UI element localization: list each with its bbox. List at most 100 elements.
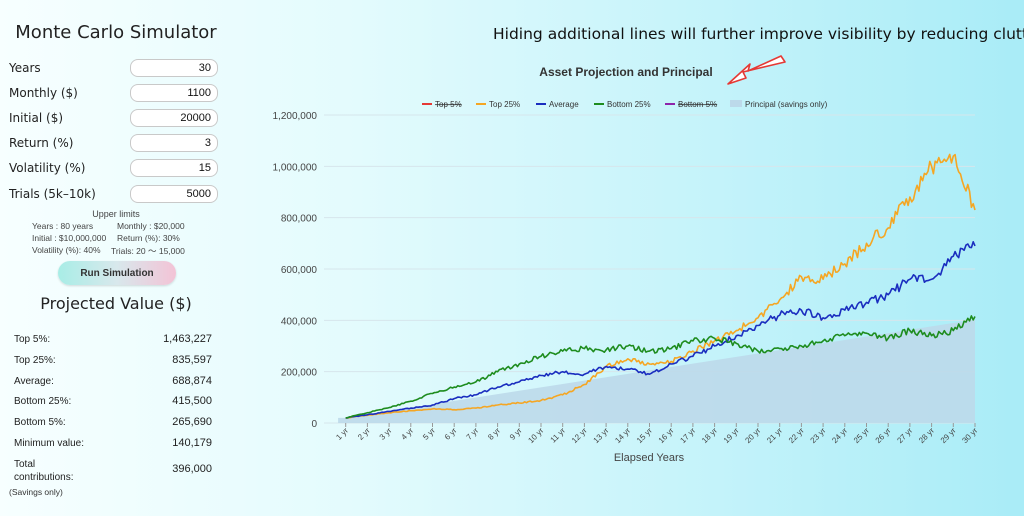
y-tick-label: 400,000 [281, 316, 318, 327]
x-tick-label: 30 yr [960, 426, 979, 445]
monthly-input[interactable] [130, 84, 218, 102]
x-tick-label: 8 yr [486, 426, 502, 442]
limit-years: Years : 80 years [32, 221, 94, 231]
return-label: Return (%) [9, 136, 74, 150]
volatility-label: Volatility (%) [9, 161, 86, 175]
x-tick-label: 6 yr [443, 426, 459, 442]
x-tick-label: 21 yr [765, 426, 784, 445]
control-panel: Monte Carlo Simulator Years Monthly ($) … [0, 0, 232, 516]
y-tick-label: 1,200,000 [273, 111, 318, 122]
x-axis-ticks: 1 yr 2 yr 3 yr 4 yr 5 yr 6 yr 7 yr 8 yr 9 yr 10 y… [334, 423, 980, 445]
y-tick-label: 200,000 [281, 368, 318, 379]
trials-field: Trials (5k–10k) [9, 185, 219, 205]
limit-monthly: Monthly : $20,000 [117, 221, 185, 231]
principal-area-layer [338, 319, 976, 423]
limit-volatility: Volatility (%): 40% [32, 245, 101, 255]
series-line-average [345, 241, 976, 419]
x-tick-label: 11 yr [549, 426, 568, 445]
legend-item-bottom-25[interactable]: Bottom 25% [594, 100, 651, 109]
monthly-label: Monthly ($) [9, 86, 78, 100]
x-axis-label: Elapsed Years [614, 452, 685, 464]
x-tick-label: 1 yr [334, 426, 350, 442]
x-tick-label: 9 yr [508, 426, 524, 442]
run-simulation-button[interactable]: Run Simulation [58, 261, 176, 285]
x-tick-label: 5 yr [421, 426, 437, 442]
x-tick-label: 2 yr [356, 426, 372, 442]
x-tick-label: 4 yr [399, 426, 415, 442]
legend-item-top-5[interactable]: Top 5% [422, 100, 462, 109]
x-tick-label: 16 yr [657, 426, 676, 445]
x-tick-label: 12 yr [570, 426, 589, 445]
x-tick-label: 29 yr [939, 426, 958, 445]
result-label-minimum: Minimum value: [14, 438, 85, 449]
legend-item-average[interactable]: Average [536, 100, 579, 109]
monthly-field: Monthly ($) [9, 84, 219, 104]
years-label: Years [9, 61, 41, 75]
result-value-average: 688,874 [172, 375, 212, 387]
legend-item-top-25[interactable]: Top 25% [476, 100, 520, 109]
x-tick-label: 23 yr [809, 426, 828, 445]
volatility-input[interactable] [130, 159, 218, 177]
projected-value-title: Projected Value ($) [40, 294, 192, 313]
result-value-top5: 1,463,227 [163, 333, 212, 345]
series-line-top-25 [345, 153, 976, 419]
y-tick-label: 800,000 [281, 214, 318, 225]
app-title: Monte Carlo Simulator [15, 22, 217, 43]
years-input[interactable] [130, 59, 218, 77]
result-value-minimum: 140,179 [172, 437, 212, 449]
result-label-bottom25: Bottom 25%: [14, 396, 72, 407]
red-arrow-annotation [727, 55, 786, 85]
legend-label: Bottom 25% [607, 100, 651, 109]
trials-input[interactable] [130, 185, 218, 203]
legend-label: Top 5% [435, 100, 462, 109]
x-tick-label: 10 yr [526, 426, 545, 445]
x-tick-label: 7 yr [465, 426, 481, 442]
y-tick-label: 0 [311, 419, 317, 430]
return-input[interactable] [130, 134, 218, 152]
legend-item-principal-savings-only[interactable]: Principal (savings only) [730, 100, 828, 109]
result-value-top25: 835,597 [172, 354, 212, 366]
x-tick-label: 28 yr [917, 426, 936, 445]
initial-label: Initial ($) [9, 111, 64, 125]
return-field: Return (%) [9, 134, 219, 154]
series-area-principal-savings-only [338, 319, 976, 423]
result-value-total-contributions: 396,000 [172, 463, 212, 475]
initial-field: Initial ($) [9, 109, 219, 129]
result-label-total-contributions: Total contributions: [14, 459, 74, 483]
limit-trials: Trials: 20 ～ 15,000 [111, 246, 185, 256]
x-tick-label: 25 yr [852, 426, 871, 445]
x-tick-label: 14 yr [613, 426, 632, 445]
y-tick-label: 1,000,000 [273, 162, 318, 173]
x-tick-label: 26 yr [874, 426, 893, 445]
x-tick-label: 15 yr [635, 426, 654, 445]
x-tick-label: 27 yr [895, 426, 914, 445]
legend-item-bottom-5[interactable]: Bottom 5% [665, 100, 717, 109]
result-label-top25: Top 25%: [14, 355, 56, 366]
savings-only-note: (Savings only) [9, 487, 63, 497]
legend-label: Bottom 5% [678, 100, 717, 109]
chart-title: Asset Projection and Principal [539, 65, 713, 79]
limit-initial: Initial : $10,000,000 [32, 233, 107, 243]
result-label-bottom5: Bottom 5%: [14, 417, 66, 428]
years-field: Years [9, 59, 219, 79]
x-tick-label: 19 yr [722, 426, 741, 445]
annotation-text: Hiding additional lines will further imp… [493, 25, 1024, 43]
legend-label: Average [549, 100, 579, 109]
initial-input[interactable] [130, 109, 218, 127]
x-tick-label: 13 yr [592, 426, 611, 445]
legend-label: Principal (savings only) [745, 100, 828, 109]
x-tick-label: 22 yr [787, 426, 806, 445]
x-tick-label: 17 yr [678, 426, 697, 445]
x-tick-label: 3 yr [378, 426, 394, 442]
upper-limits-title: Upper limits [92, 209, 140, 219]
legend-swatch [730, 100, 742, 107]
result-value-bottom25: 415,500 [172, 395, 212, 407]
y-axis-ticks: 0 200,000 400,000 600,000 800,000 1,000,000 1,… [273, 111, 318, 430]
volatility-field: Volatility (%) [9, 159, 219, 179]
chart-legend: Top 5% Top 25% Average Bottom 25% Bottom 5% P… [422, 100, 828, 109]
y-tick-label: 600,000 [281, 265, 318, 276]
x-tick-label: 24 yr [830, 426, 849, 445]
series-lines-layer [345, 153, 976, 419]
result-label-top5: Top 5%: [14, 334, 51, 345]
